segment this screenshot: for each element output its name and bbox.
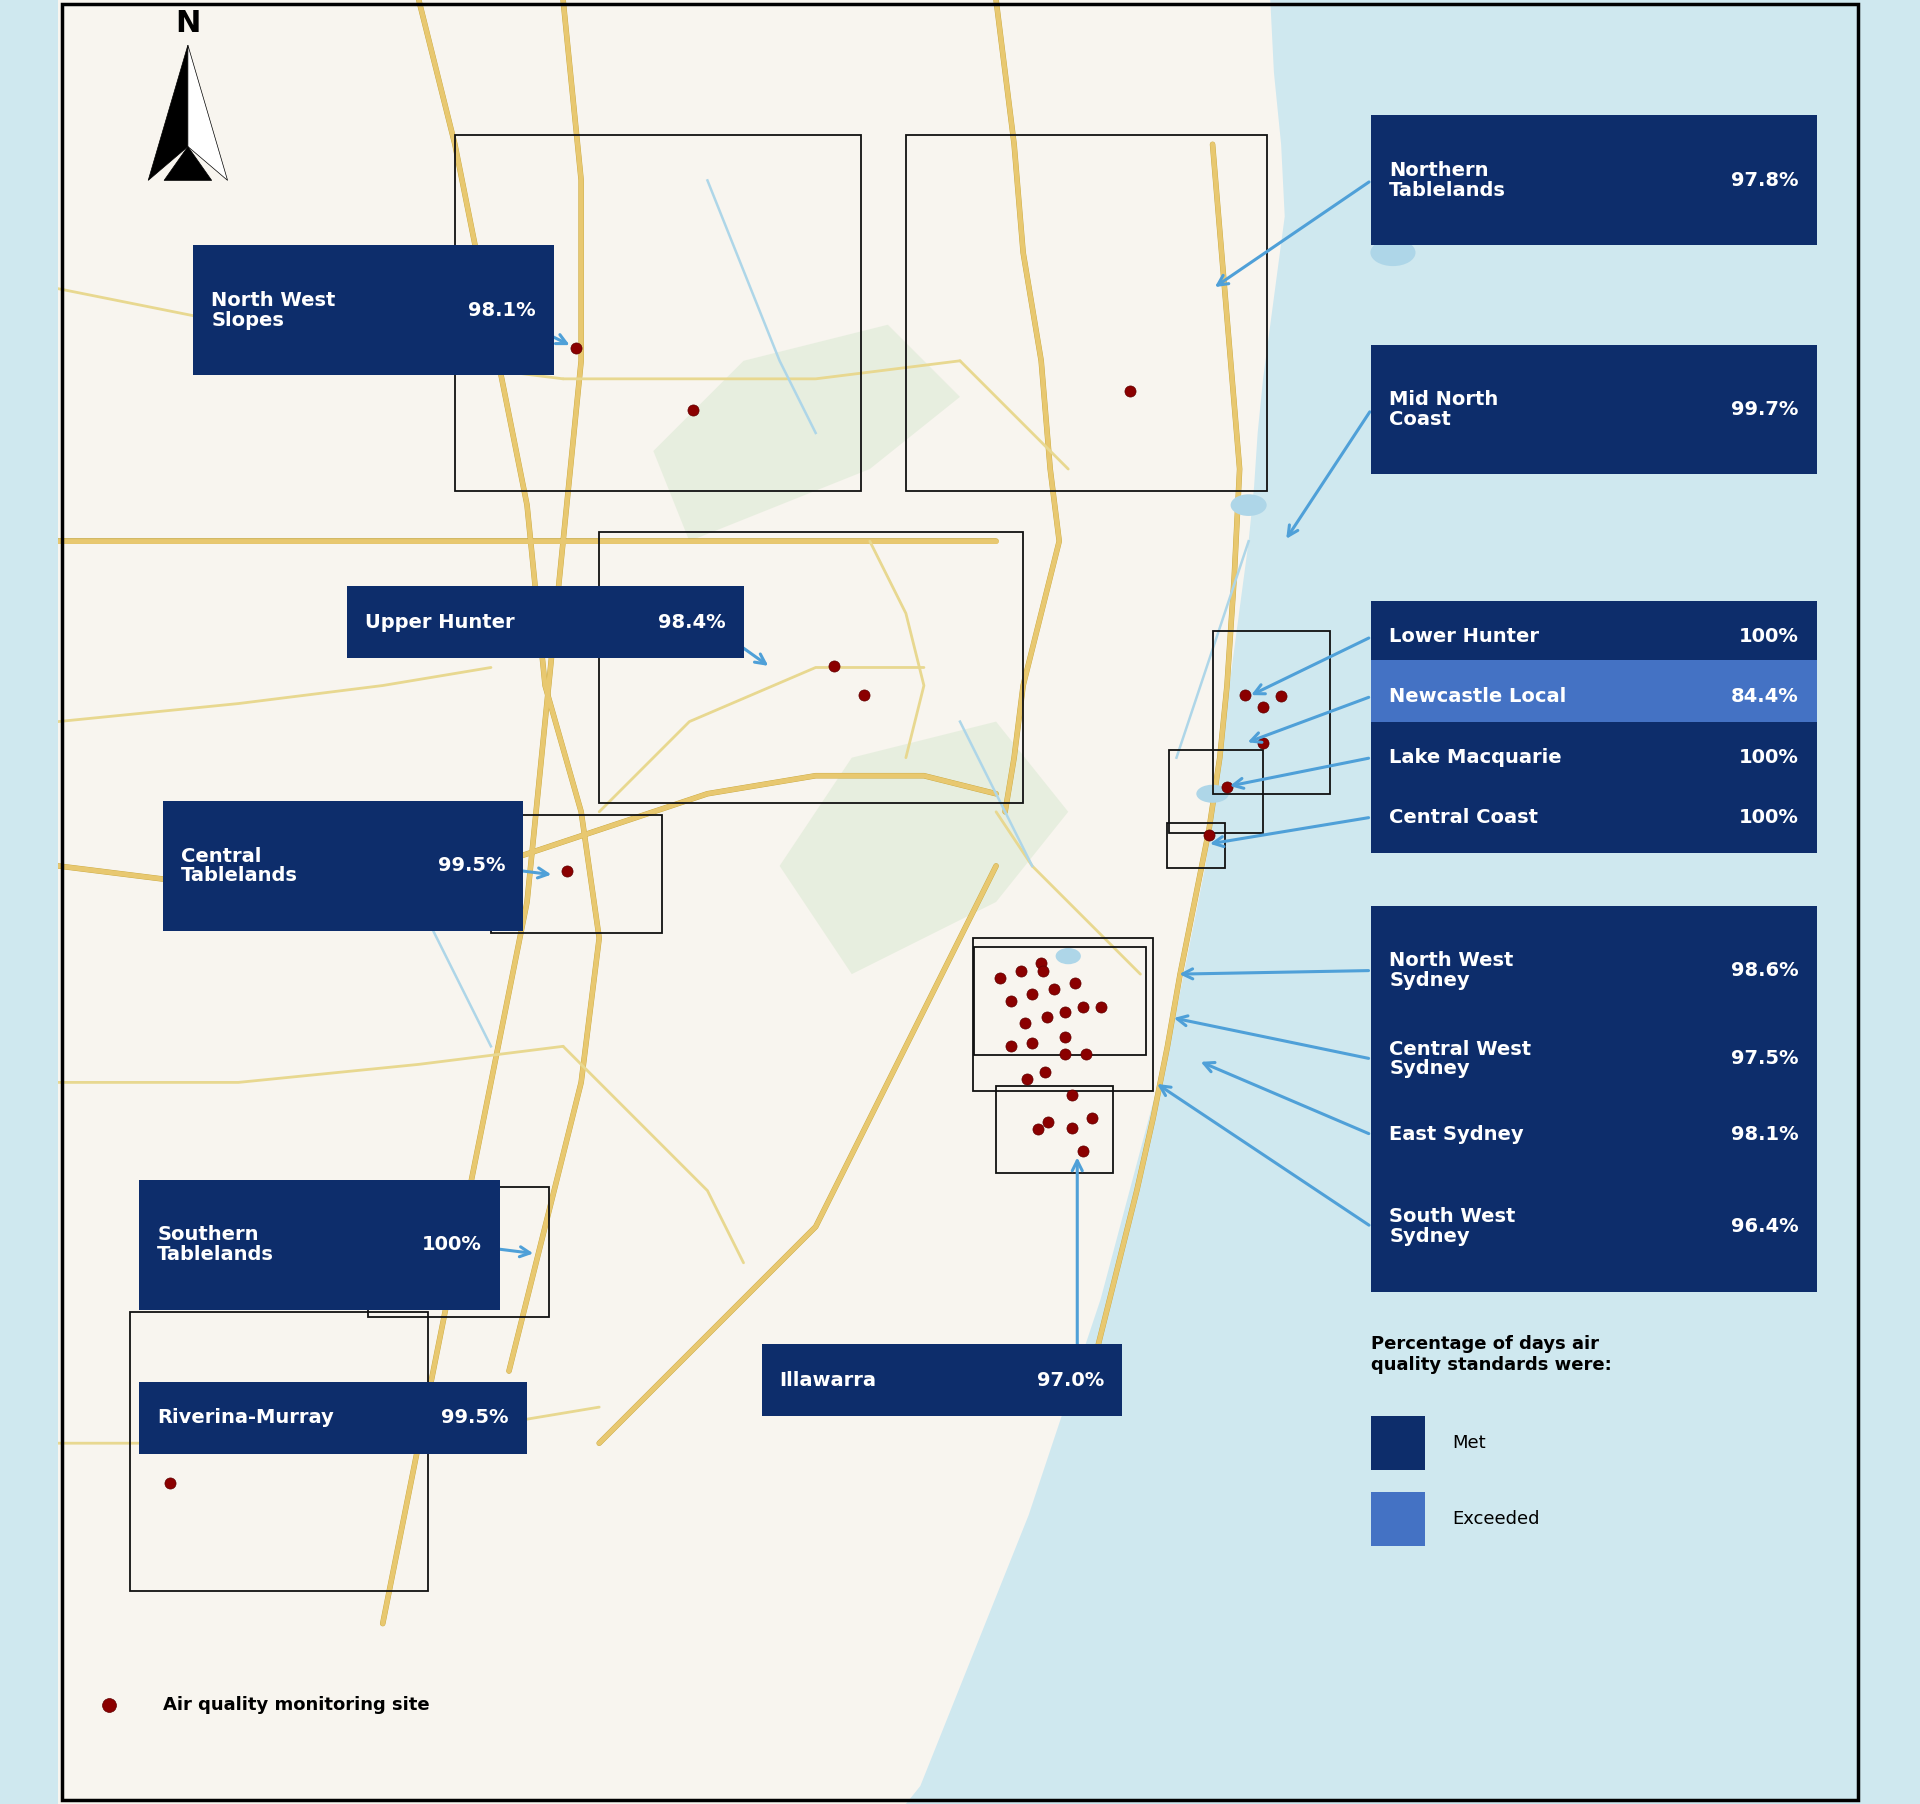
Polygon shape [906, 0, 1862, 1804]
Text: 98.4%: 98.4% [659, 613, 726, 631]
Bar [1371, 1162, 1816, 1292]
Bar [996, 1086, 1114, 1173]
Text: Lake Macquarie: Lake Macquarie [1390, 749, 1563, 767]
Polygon shape [653, 325, 960, 541]
Bar [1371, 1099, 1816, 1171]
Bar [348, 586, 743, 658]
Text: 97.0%: 97.0% [1037, 1371, 1104, 1389]
Text: Central
Tablelands: Central Tablelands [180, 846, 298, 886]
Text: 84.4%: 84.4% [1732, 687, 1799, 705]
Polygon shape [188, 45, 228, 180]
Bar [369, 1187, 549, 1317]
Text: 100%: 100% [1740, 808, 1799, 826]
Bar [455, 135, 860, 491]
Bar [1371, 781, 1816, 853]
Bar [973, 938, 1154, 1091]
Text: Met: Met [1453, 1434, 1486, 1452]
Text: 99.5%: 99.5% [442, 1409, 509, 1427]
Text: 96.4%: 96.4% [1732, 1218, 1799, 1236]
Bar [131, 1312, 428, 1591]
Bar [1371, 1492, 1425, 1546]
Text: 100%: 100% [422, 1236, 482, 1254]
Bar [1169, 750, 1263, 833]
Bar [975, 947, 1146, 1055]
Polygon shape [163, 146, 211, 180]
Text: Southern
Tablelands: Southern Tablelands [157, 1225, 275, 1265]
Text: 98.6%: 98.6% [1732, 962, 1799, 980]
Bar [138, 1382, 526, 1454]
Text: Central West
Sydney: Central West Sydney [1390, 1039, 1532, 1079]
Bar [1167, 823, 1225, 868]
Bar [194, 245, 555, 375]
Text: Mid North
Coast: Mid North Coast [1390, 390, 1500, 429]
Text: Riverina-Murray: Riverina-Murray [157, 1409, 334, 1427]
Text: Illawarra: Illawarra [780, 1371, 877, 1389]
Bar [1371, 345, 1816, 474]
Bar [1371, 115, 1816, 245]
Text: Percentage of days air
quality standards were:: Percentage of days air quality standards… [1371, 1335, 1613, 1375]
Ellipse shape [1056, 949, 1081, 963]
Bar [1371, 906, 1816, 1035]
Bar [138, 1180, 499, 1310]
Bar [1371, 722, 1816, 794]
Text: Exceeded: Exceeded [1453, 1510, 1540, 1528]
Text: 98.1%: 98.1% [1732, 1126, 1799, 1144]
Ellipse shape [1371, 238, 1415, 265]
Text: North West
Sydney: North West Sydney [1390, 951, 1513, 990]
Ellipse shape [1231, 494, 1267, 516]
Bar [1371, 994, 1816, 1124]
Bar [1371, 601, 1816, 673]
Bar [762, 1344, 1123, 1416]
Text: N: N [175, 9, 200, 38]
Text: Northern
Tablelands: Northern Tablelands [1390, 161, 1505, 200]
Text: Air quality monitoring site: Air quality monitoring site [163, 1696, 430, 1714]
Polygon shape [148, 45, 188, 180]
Text: North West
Slopes: North West Slopes [211, 290, 336, 330]
Bar [1213, 631, 1331, 794]
Bar [492, 815, 662, 933]
Text: 99.7%: 99.7% [1732, 400, 1799, 419]
Text: 97.5%: 97.5% [1732, 1050, 1799, 1068]
Text: 100%: 100% [1740, 749, 1799, 767]
Text: Upper Hunter: Upper Hunter [365, 613, 515, 631]
Text: 100%: 100% [1740, 628, 1799, 646]
Ellipse shape [1196, 785, 1229, 803]
Bar [599, 532, 1023, 803]
Bar [1371, 660, 1816, 732]
Text: 99.5%: 99.5% [438, 857, 505, 875]
Bar [1371, 1416, 1425, 1470]
Text: Newcastle Local: Newcastle Local [1390, 687, 1567, 705]
Bar [163, 801, 524, 931]
Text: Lower Hunter: Lower Hunter [1390, 628, 1540, 646]
Polygon shape [780, 722, 1068, 974]
Bar [906, 135, 1267, 491]
Text: Central Coast: Central Coast [1390, 808, 1538, 826]
Text: South West
Sydney: South West Sydney [1390, 1207, 1515, 1247]
Text: 97.8%: 97.8% [1732, 171, 1799, 189]
Text: East Sydney: East Sydney [1390, 1126, 1524, 1144]
Text: 98.1%: 98.1% [468, 301, 536, 319]
